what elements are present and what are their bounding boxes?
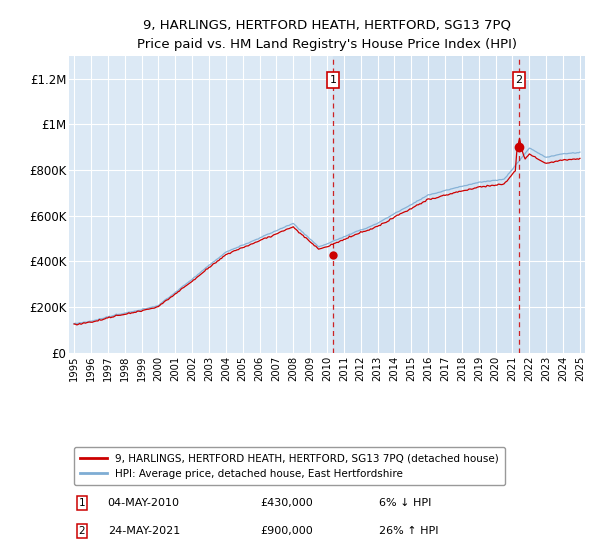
Text: 1: 1 (79, 498, 85, 508)
Text: 2: 2 (79, 526, 85, 536)
Text: £900,000: £900,000 (260, 526, 313, 536)
Text: 26% ↑ HPI: 26% ↑ HPI (379, 526, 438, 536)
Text: 04-MAY-2010: 04-MAY-2010 (108, 498, 180, 508)
Text: 24-MAY-2021: 24-MAY-2021 (108, 526, 180, 536)
Text: 1: 1 (329, 75, 337, 85)
Text: 6% ↓ HPI: 6% ↓ HPI (379, 498, 431, 508)
Title: 9, HARLINGS, HERTFORD HEATH, HERTFORD, SG13 7PQ
Price paid vs. HM Land Registry': 9, HARLINGS, HERTFORD HEATH, HERTFORD, S… (137, 18, 517, 50)
Bar (333, 56, 589, 353)
Text: £430,000: £430,000 (260, 498, 313, 508)
Legend: 9, HARLINGS, HERTFORD HEATH, HERTFORD, SG13 7PQ (detached house), HPI: Average p: 9, HARLINGS, HERTFORD HEATH, HERTFORD, S… (74, 447, 505, 485)
Text: 2: 2 (515, 75, 523, 85)
